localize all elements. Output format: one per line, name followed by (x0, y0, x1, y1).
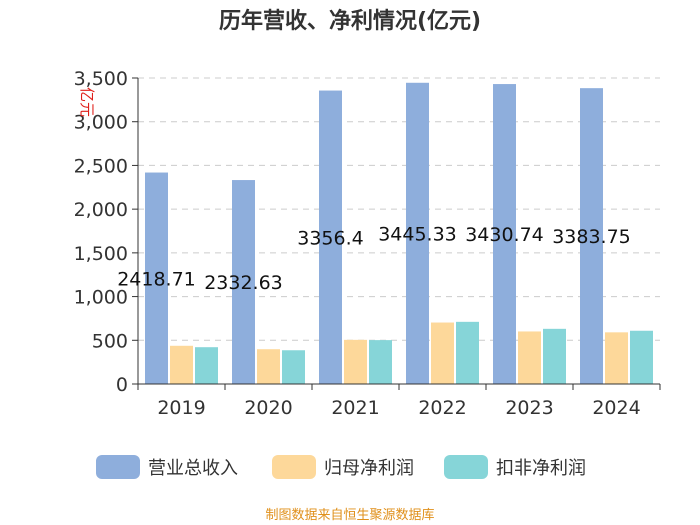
bar-2 (431, 322, 454, 384)
chart-title: 历年营收、净利情况(亿元) (219, 8, 481, 34)
y-tick-label: 3,000 (74, 112, 128, 134)
bar-3 (195, 347, 218, 384)
legend-label: 营业总收入 (148, 458, 238, 479)
source-note: 制图数据来自恒生聚源数据库 (265, 507, 434, 523)
legend-swatch (444, 455, 488, 479)
legend-swatch (272, 455, 316, 479)
bar-1 (145, 172, 168, 384)
bar-2 (518, 331, 541, 384)
y-tick-label: 2,500 (74, 155, 128, 177)
bar-3 (543, 328, 566, 384)
y-tick-label: 1,500 (74, 243, 128, 265)
y-tick-label: 0 (116, 374, 128, 396)
bar-1 (406, 82, 429, 384)
bar-1 (232, 180, 255, 384)
bar-2 (257, 349, 280, 384)
data-label: 3430.74 (465, 224, 544, 246)
y-tick-label: 1,000 (74, 287, 128, 309)
y-tick-label: 500 (92, 330, 128, 352)
bar-2 (170, 345, 193, 384)
bar-1 (580, 88, 603, 384)
bar-2 (344, 339, 367, 384)
bars (145, 82, 653, 385)
legend-label: 归母净利润 (324, 458, 414, 479)
bar-3 (282, 350, 305, 384)
x-tick-label: 2021 (331, 397, 379, 419)
y-axis-label: 亿元 (78, 87, 96, 117)
axes: 0 500 1,000 1,500 2,000 2,500 3,000 3,500 2019 20… (74, 68, 661, 419)
bar-2 (605, 332, 628, 384)
y-tick-label: 2,000 (74, 199, 128, 221)
x-tick-label: 2023 (505, 397, 553, 419)
data-label: 3383.75 (552, 226, 631, 248)
bar-3 (369, 340, 392, 384)
legend-swatch (96, 455, 140, 479)
legend: 营业总收入 归母净利润 扣非净利润 (96, 455, 586, 479)
data-label: 2418.71 (117, 268, 196, 290)
data-labels: 2418.71 2332.63 3356.4 3445.33 3430.74 3383.7… (117, 223, 631, 294)
x-tick-label: 2020 (244, 397, 292, 419)
legend-label: 扣非净利润 (496, 458, 586, 479)
data-label: 2332.63 (204, 272, 283, 294)
x-tick-label: 2024 (592, 397, 640, 419)
data-label: 3445.33 (378, 223, 457, 245)
bar-3 (456, 321, 479, 384)
data-label: 3356.4 (297, 227, 363, 249)
x-tick-label: 2019 (157, 397, 205, 419)
y-tick-label: 3,500 (74, 68, 128, 90)
bar-1 (493, 84, 516, 385)
bar-1 (319, 90, 342, 384)
bar-3 (630, 330, 653, 384)
grid (138, 77, 660, 341)
x-tick-label: 2022 (418, 397, 466, 419)
